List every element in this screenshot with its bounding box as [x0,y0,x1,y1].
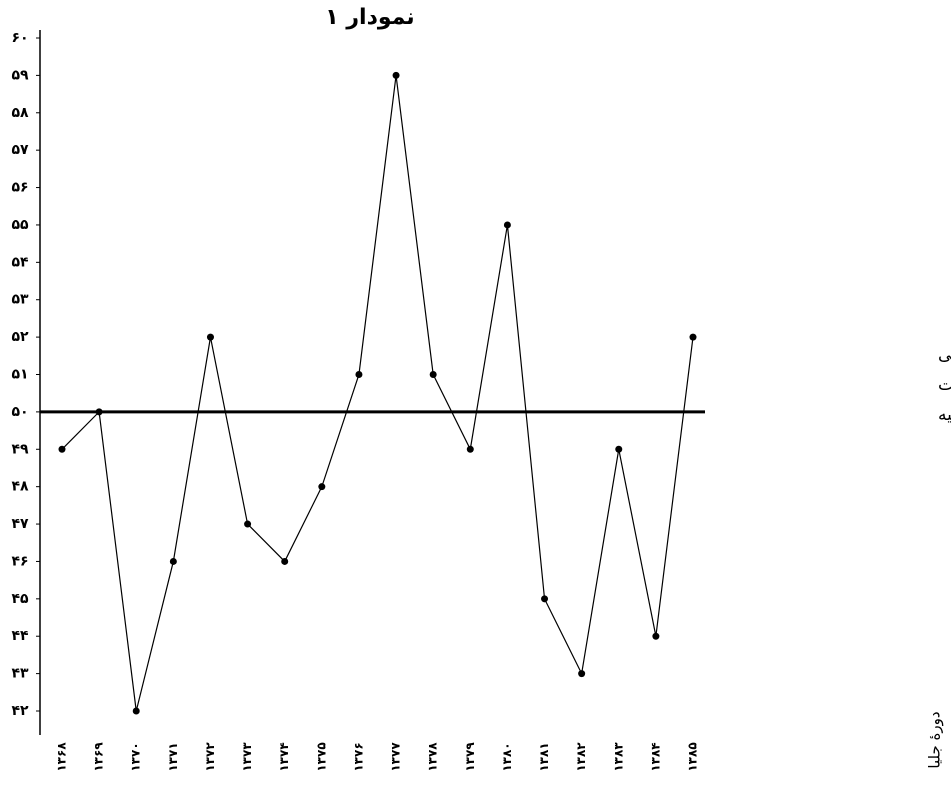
data-point [318,483,326,491]
y-tick-label: ۵۴ [11,254,29,270]
data-point [132,707,140,715]
data-point [355,371,363,378]
annotation: ۳۶۵ شباروز و ۵ ساعت [938,375,951,395]
data-point [689,333,697,341]
data-point [58,445,66,453]
data-point [281,557,289,565]
chart-title: نمودار ۱ [325,5,414,30]
data-point [578,670,586,678]
data-point [466,445,474,453]
x-tick-label: ۱۳۶۸ [55,742,69,772]
x-tick-label: ۱۳۸۵ [686,742,700,771]
x-tick-label: ۱۳۸۲ [574,742,588,772]
y-tick-label: ۶۰ [11,30,28,46]
data-point [615,445,623,453]
data-point [244,520,252,528]
x-tick-label: ۱۳۷۵ [314,742,328,771]
x-tick-label: ۱۳۷۹ [463,742,477,772]
data-point [652,632,660,640]
y-tick-label: ۵۰ [11,404,28,420]
x-tick-label: ۱۳۷۰ [129,742,143,771]
annotation: و ۵۰ دقیقه و ۵۴ ثانیه [938,405,951,425]
x-tick-label: ۱۳۷۶ [351,742,365,771]
y-tick-label: ۴۶ [11,553,28,569]
y-tick-label: ۵۲ [11,329,29,345]
y-tick-label: ۴۳ [11,666,29,682]
y-tick-label: ۴۴ [11,628,29,644]
data-point [392,71,400,79]
y-tick-label: ۵۹ [11,67,29,83]
y-tick-label: ۵۱ [11,367,28,383]
x-tick-label: ۱۳۸۰ [500,742,514,771]
y-tick-label: ۵۶ [11,180,28,196]
y-tick-label: ۴۵ [11,591,29,607]
y-tick-label: ۴۲ [11,703,29,719]
y-tick-label: ۵۳ [11,292,29,308]
x-tick-label: ۱۳۸۱ [537,742,551,771]
x-tick-label: ۱۳۷۲ [203,742,217,772]
y-tick-label: ۵۵ [11,217,29,233]
x-tick-label: ۱۳۷۳ [240,742,254,772]
y-tick-label: ۵۷ [11,142,29,158]
data-point [169,557,177,565]
y-tick-label: ۴۹ [11,441,29,457]
x-tick-label: ۱۳۷۴ [277,742,291,771]
data-point [206,333,214,341]
x-tick-label: ۱۳۷۱ [166,742,180,771]
side-note: دورهٔ جلیا [926,711,944,768]
annotation: متوسط طول سال شمسی [938,345,951,365]
data-point [429,371,437,378]
data-point [95,408,103,416]
data-line [61,75,694,712]
y-tick-label: ۴۸ [11,479,29,495]
x-tick-label: ۱۳۸۳ [611,742,625,772]
y-tick-label: ۵۸ [11,105,29,121]
x-tick-label: ۱۳۷۷ [389,742,403,772]
data-point [503,221,511,229]
data-point [541,595,549,603]
x-tick-label: ۱۳۷۸ [426,742,440,772]
y-tick-label: ۴۷ [11,516,29,532]
x-tick-label: ۱۳۶۹ [92,742,106,772]
x-tick-label: ۱۳۸۴ [648,742,662,771]
